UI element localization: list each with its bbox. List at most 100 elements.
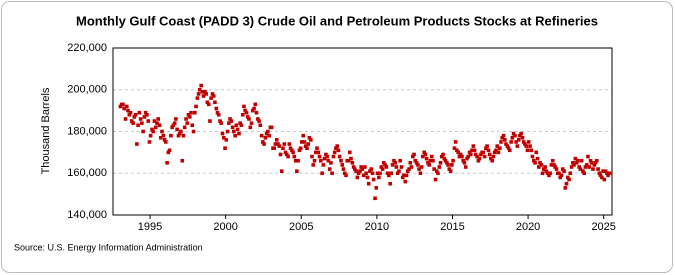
point [272, 146, 276, 150]
point [499, 140, 503, 144]
point [204, 92, 208, 96]
point [481, 150, 486, 155]
point [200, 90, 205, 94]
point [244, 110, 249, 115]
y-tick-label: 180,000 [67, 125, 107, 137]
point [534, 150, 539, 155]
point [259, 133, 264, 138]
point [501, 133, 506, 138]
point [479, 152, 483, 157]
point [485, 144, 489, 148]
point [290, 148, 294, 153]
point [560, 167, 565, 171]
point [453, 140, 458, 144]
point [601, 169, 605, 173]
point [250, 108, 255, 113]
point [414, 161, 419, 165]
point [232, 129, 236, 134]
point [282, 142, 287, 146]
point [213, 100, 217, 105]
x-tick-label: 1995 [138, 221, 162, 233]
point [341, 167, 346, 171]
point [190, 123, 195, 128]
point [423, 152, 428, 157]
point [181, 133, 186, 138]
point [452, 146, 457, 150]
point [313, 150, 318, 155]
point [407, 167, 411, 171]
point [167, 148, 172, 153]
point [586, 154, 590, 159]
point [287, 142, 292, 146]
point [276, 142, 280, 146]
point [209, 96, 213, 100]
point [571, 161, 575, 165]
point [492, 150, 497, 155]
plot-frame [112, 47, 613, 216]
point [573, 156, 578, 161]
point [189, 110, 193, 115]
point [431, 158, 435, 163]
point [466, 154, 470, 159]
point [581, 169, 585, 173]
point [365, 175, 370, 180]
point [228, 117, 232, 121]
point [263, 135, 268, 140]
point [515, 144, 520, 148]
point [317, 154, 322, 159]
point [559, 173, 564, 178]
point [465, 156, 469, 161]
point [312, 158, 317, 163]
point [513, 133, 517, 138]
point [528, 144, 532, 148]
point [295, 169, 299, 173]
point [185, 121, 190, 125]
point [355, 175, 360, 180]
point [568, 171, 573, 176]
point [321, 163, 326, 167]
point [443, 158, 448, 163]
point [194, 104, 198, 109]
point [458, 152, 463, 157]
point [215, 110, 220, 115]
point [132, 115, 137, 119]
point [203, 90, 207, 94]
point [543, 165, 547, 169]
point [210, 92, 215, 96]
point [390, 163, 395, 167]
point [165, 161, 169, 165]
point [126, 108, 130, 113]
point [587, 165, 591, 169]
point [147, 140, 152, 144]
point [322, 156, 327, 161]
point [284, 152, 289, 157]
point [214, 106, 219, 111]
point [400, 175, 405, 180]
point [216, 113, 221, 117]
point [158, 135, 163, 140]
point [470, 148, 474, 153]
point [514, 140, 518, 144]
point [242, 104, 246, 109]
point [495, 144, 500, 148]
point [519, 131, 523, 136]
point [371, 177, 376, 182]
point [303, 144, 308, 148]
point [545, 171, 550, 176]
point [475, 154, 479, 159]
x-tick-label: 2025 [591, 221, 615, 233]
point [195, 96, 200, 100]
point [343, 171, 347, 176]
point [384, 165, 389, 169]
point [547, 173, 551, 178]
point [496, 150, 501, 155]
point [374, 186, 379, 190]
point [532, 158, 536, 163]
point [180, 158, 185, 163]
point [156, 117, 161, 121]
point [576, 158, 580, 163]
point [315, 146, 319, 150]
point [199, 83, 203, 88]
point [404, 173, 409, 178]
point [393, 161, 397, 165]
